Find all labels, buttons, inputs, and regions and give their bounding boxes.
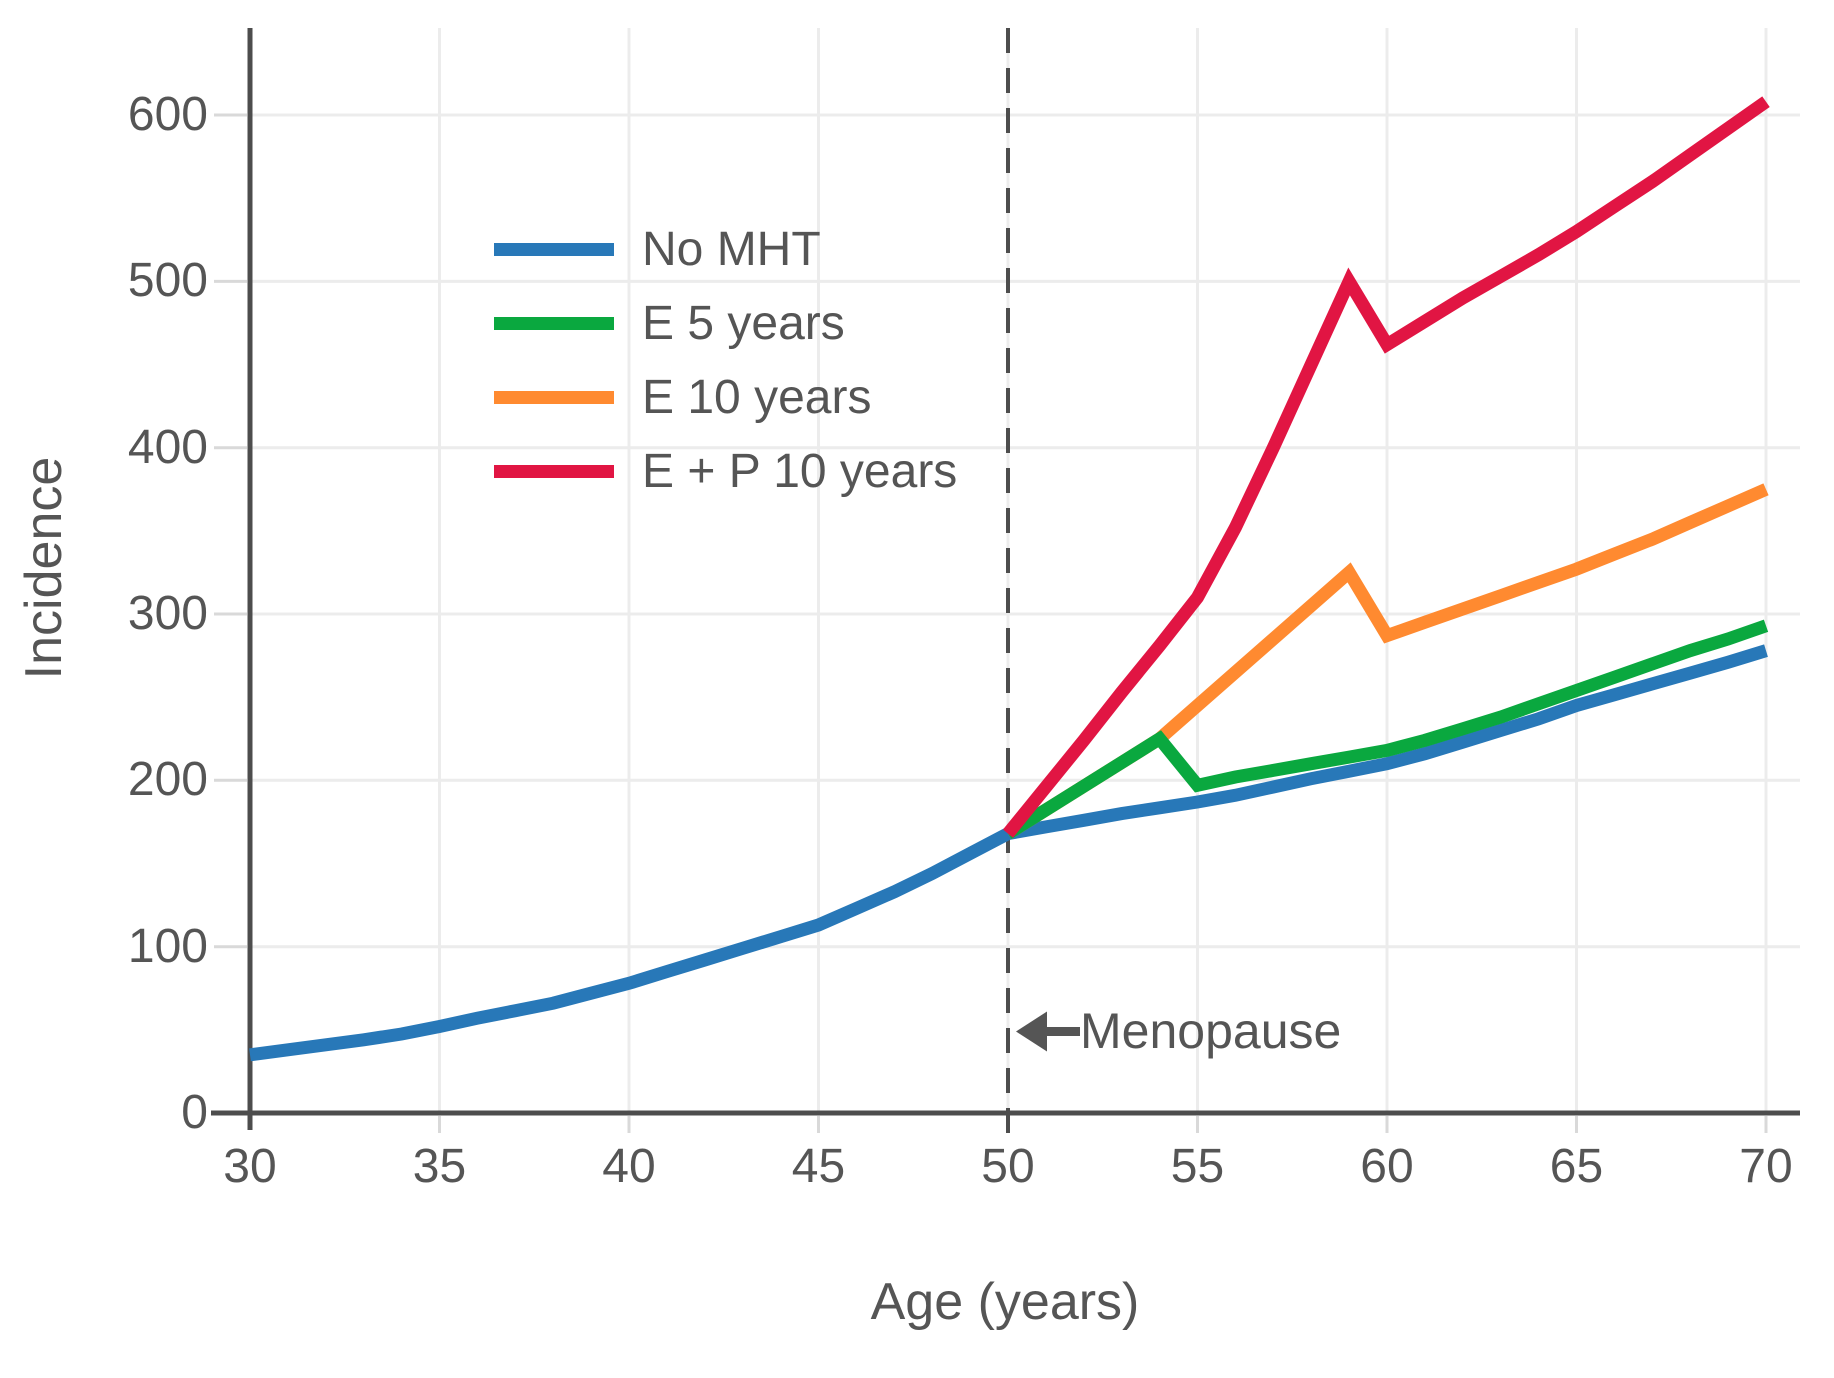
series-line-e-p-10-years xyxy=(1002,96,1770,838)
x-tick-label: 50 xyxy=(981,1140,1035,1193)
y-tick-label: 500 xyxy=(127,254,208,308)
x-tick-label: 35 xyxy=(412,1140,467,1193)
legend-item: E + P 10 years xyxy=(494,434,957,508)
series-line-e-10-years xyxy=(1004,483,1769,840)
x-tick-label: 65 xyxy=(1549,1140,1604,1193)
legend-item: No MHT xyxy=(494,212,957,286)
menopause-annotation-label: Menopause xyxy=(1080,1003,1342,1059)
legend: No MHT E 5 years E 10 years E + P 10 years xyxy=(494,212,957,508)
x-axis-title: Age (years) xyxy=(870,1273,1140,1331)
legend-label: E 10 years xyxy=(642,370,872,424)
legend-label: E 5 years xyxy=(642,296,845,350)
y-axis-title: Incidence xyxy=(15,456,73,680)
y-tick-label: 400 xyxy=(127,420,208,474)
y-tick-label: 0 xyxy=(181,1086,208,1139)
menopause-arrow-tail xyxy=(1043,1026,1080,1036)
legend-swatch-icon xyxy=(494,316,614,330)
x-tick-label: 70 xyxy=(1739,1140,1793,1193)
y-tick-label: 600 xyxy=(127,88,208,142)
legend-item: E 5 years xyxy=(494,286,957,360)
legend-item: E 10 years xyxy=(494,360,957,434)
series-line-e-5-years xyxy=(1004,619,1769,840)
x-tick-label: 60 xyxy=(1360,1140,1414,1193)
legend-swatch-icon xyxy=(494,390,614,404)
x-tick-label: 30 xyxy=(223,1140,277,1193)
menopause-arrow-icon xyxy=(1016,1011,1047,1052)
x-tick-label: 55 xyxy=(1170,1140,1225,1193)
y-tick-label: 100 xyxy=(127,919,208,973)
x-tick-label: 40 xyxy=(602,1140,656,1193)
legend-swatch-icon xyxy=(494,464,614,478)
legend-swatch-icon xyxy=(494,242,614,256)
y-tick-label: 200 xyxy=(127,753,208,807)
legend-label: No MHT xyxy=(642,222,821,276)
y-tick-label: 300 xyxy=(127,587,208,640)
x-tick-label: 45 xyxy=(791,1140,846,1193)
legend-label: E + P 10 years xyxy=(642,444,958,498)
